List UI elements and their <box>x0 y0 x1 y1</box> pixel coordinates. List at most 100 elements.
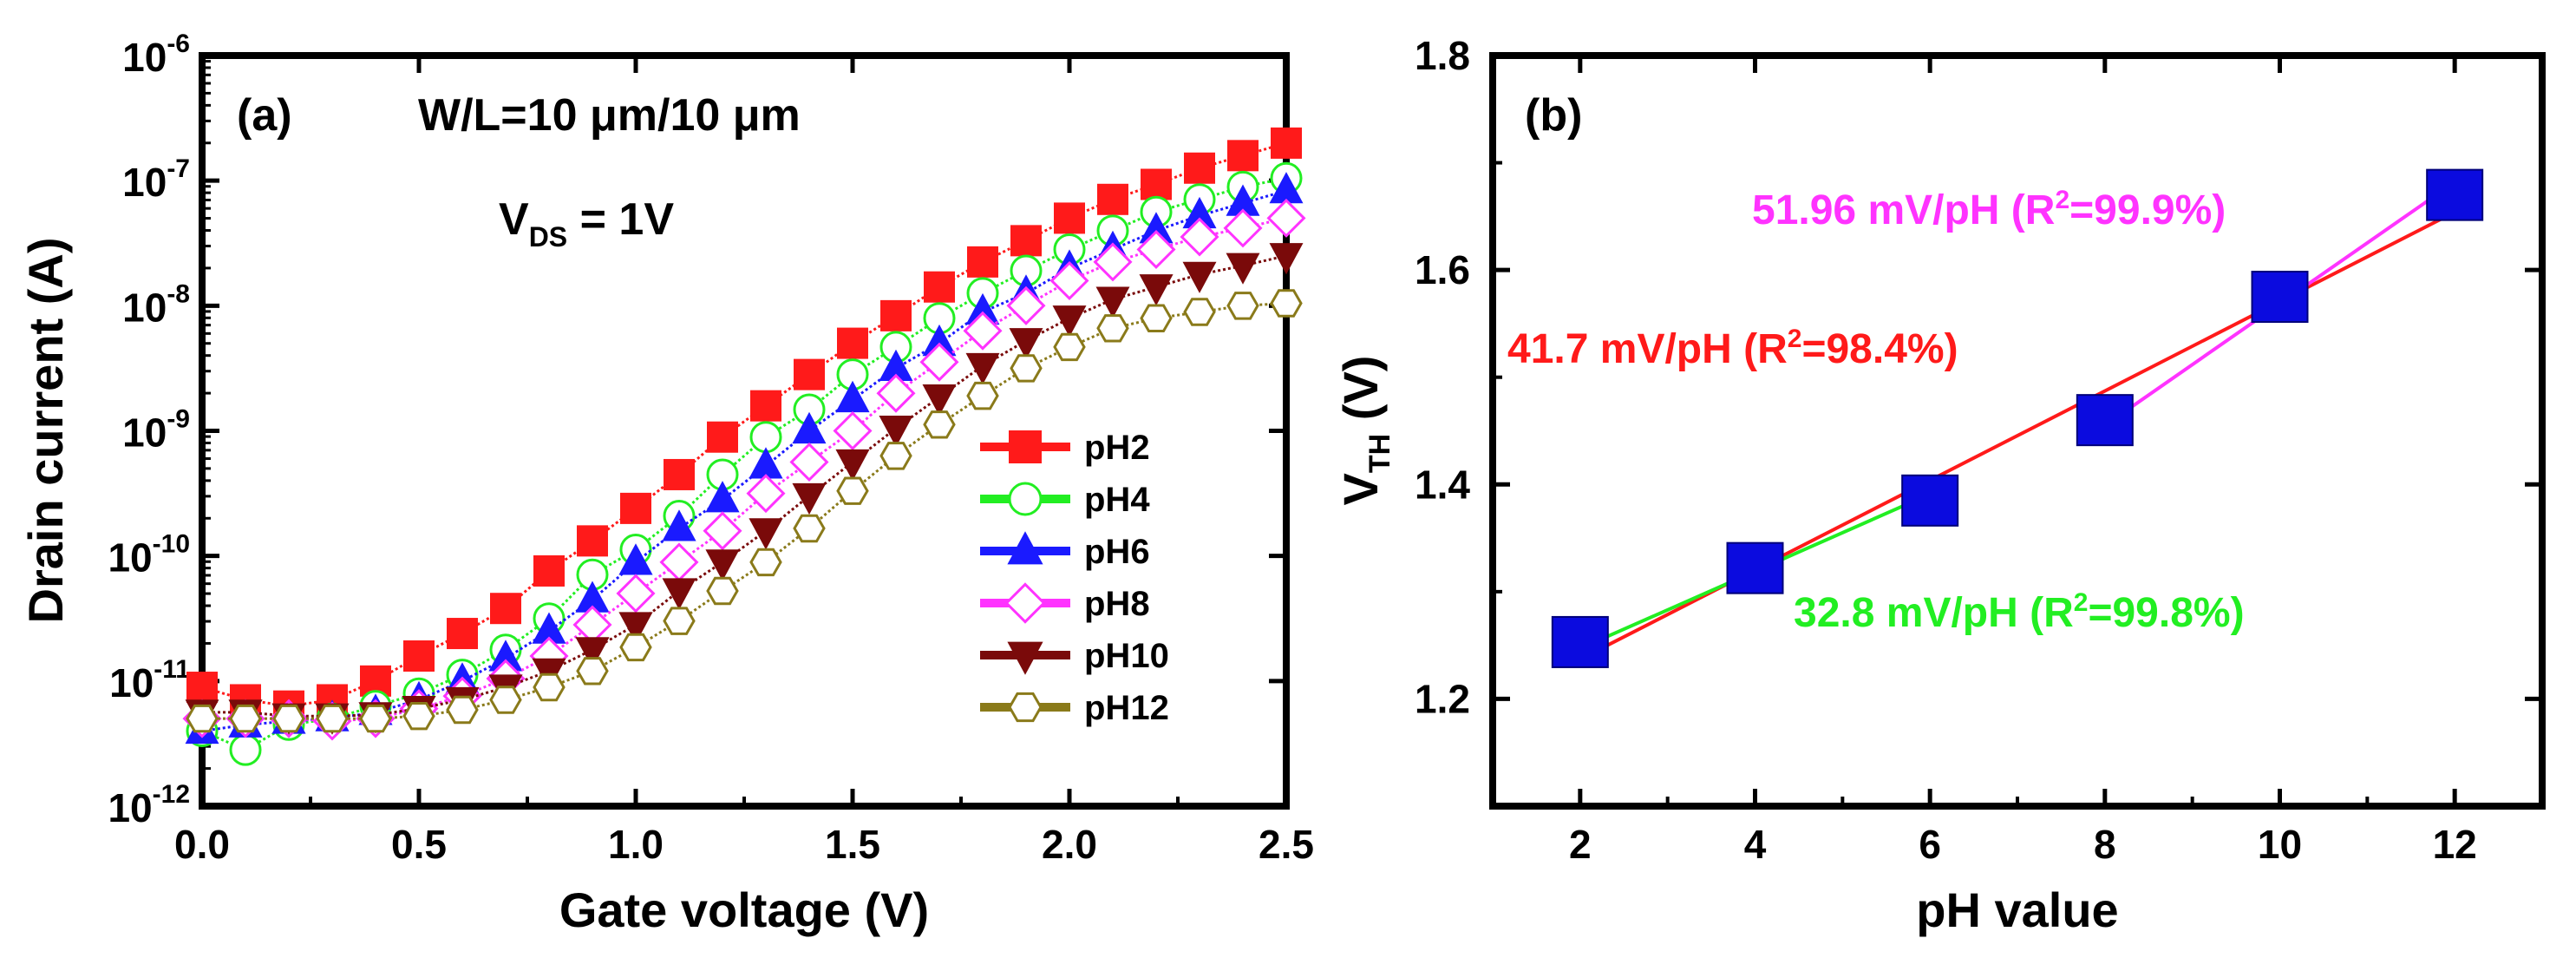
data-point-ph8 <box>919 342 959 382</box>
data-point-ph12 <box>1270 289 1303 318</box>
legend-marker <box>1007 641 1043 675</box>
data-point-ph10 <box>1009 328 1043 360</box>
chart-a-y-tick-label: 10-6 <box>122 30 190 80</box>
legend-item-ph4: pH4 <box>980 481 1150 519</box>
data-point-ph2 <box>707 421 738 453</box>
data-point-ph2 <box>1141 168 1172 200</box>
chart-b-xlabel: pH value <box>1916 882 2118 937</box>
tick-exp: -10 <box>153 530 190 559</box>
data-point-ph2 <box>447 618 478 650</box>
data-point-ph10 <box>1182 261 1217 293</box>
chart-a-legend: pH2 pH4 pH6 pH8 pH10 pH12 <box>980 429 1169 727</box>
data-point-ph8 <box>1180 217 1219 257</box>
data-point-ph8 <box>876 373 916 413</box>
chart-b-x-tick-label: 12 <box>2433 822 2477 867</box>
vth-main: V <box>1333 473 1388 505</box>
data-point-ph10 <box>1139 274 1174 306</box>
chart-b-y-ticks: 1.2 1.4 1.6 1.8 <box>1415 33 2542 808</box>
legend-item-ph10: pH10 <box>980 637 1169 675</box>
data-point-ph8 <box>1136 229 1176 270</box>
chart-a-annotation-wl: W/L=10 μm/10 μm <box>418 90 801 141</box>
ann-low-suffix: =99.8%) <box>2088 590 2244 636</box>
data-point-ph10 <box>1052 305 1087 338</box>
chart-a-x-tick-label: 2.0 <box>1042 822 1097 867</box>
vth-data-point <box>1726 541 1784 594</box>
chart-a-series <box>182 127 1306 766</box>
legend-item-ph2: pH2 <box>980 429 1150 467</box>
data-point-ph2 <box>1227 140 1259 172</box>
ann-low-prefix: 32.8 mV/pH (R <box>1794 590 2074 636</box>
vth-sub: TH <box>1363 434 1396 473</box>
data-point-ph2 <box>1184 152 1215 184</box>
chart-b-ylabel: VTH (V) <box>1333 356 1396 506</box>
data-point-ph12 <box>446 695 479 725</box>
data-point-ph2 <box>1097 183 1128 215</box>
chart-a-y-tick-label: 10-7 <box>122 154 190 205</box>
data-point-ph10 <box>792 482 827 515</box>
ann-low-sup: 2 <box>2074 588 2089 617</box>
data-point-ph2 <box>403 640 435 672</box>
vth-data-point <box>2426 168 2484 221</box>
data-point-ph10 <box>965 352 1000 385</box>
vds-sub: DS <box>529 221 567 253</box>
legend-item-ph8: pH8 <box>980 582 1150 624</box>
chart-a-annotation-vds: VDS = 1V <box>499 194 674 253</box>
data-point-ph12 <box>749 548 782 577</box>
data-point-ph10 <box>575 637 610 669</box>
legend-label: pH6 <box>1084 533 1150 571</box>
data-point-ph10 <box>705 549 740 581</box>
data-point-ph12 <box>316 704 349 733</box>
chart-b-y-tick-label: 1.4 <box>1415 462 1470 507</box>
data-point-ph10 <box>922 384 957 417</box>
ann-overall-suffix: =98.4%) <box>1801 326 1958 372</box>
data-point-ph8 <box>1006 285 1046 325</box>
chart-b-x-tick-label: 6 <box>1919 822 1941 867</box>
chart-b-fit-lines <box>1579 180 2456 661</box>
data-point-ph12 <box>1183 298 1216 326</box>
data-point-ph8 <box>746 474 786 514</box>
tick-exp: -6 <box>167 30 190 58</box>
chart-a-ylabel: Drain current (A) <box>18 238 73 624</box>
chart-a-x-tick-label: 0.0 <box>174 822 230 867</box>
data-point-ph10 <box>749 518 783 550</box>
data-point-ph8 <box>833 410 873 451</box>
data-point-ph12 <box>533 672 566 702</box>
data-point-ph2 <box>750 390 781 422</box>
data-point-ph2 <box>837 327 868 359</box>
chart-a-y-tick-label: 10-8 <box>122 279 190 330</box>
legend-label: pH12 <box>1084 689 1169 727</box>
legend-marker <box>1009 430 1042 463</box>
chart-b-panel-label: (b) <box>1525 90 1582 141</box>
chart-b-x-ticks: 2 4 6 8 10 12 <box>1569 56 2477 867</box>
chart-a-x-tick-label: 2.5 <box>1259 822 1314 867</box>
data-point-ph2 <box>1271 127 1302 159</box>
ann-high-sup: 2 <box>2055 186 2069 214</box>
chart-a-y-tick-label: 10-11 <box>109 655 190 705</box>
data-point-ph12 <box>229 704 262 733</box>
tick-exp: -7 <box>167 154 190 183</box>
tick-base: 10 <box>122 160 167 205</box>
tick-exp: -9 <box>167 405 190 434</box>
data-point-ph10 <box>1269 243 1304 275</box>
chart-a-x-tick-label: 1.0 <box>608 822 664 867</box>
chart-b-y-tick-label: 1.6 <box>1415 247 1470 292</box>
data-point-ph8 <box>789 442 829 482</box>
data-point-ph2 <box>577 525 608 557</box>
data-point-ph12 <box>1010 354 1043 383</box>
vth-data-point <box>1551 615 1609 668</box>
chart-b-x-tick-label: 4 <box>1744 822 1767 867</box>
data-point-ph6 <box>705 481 740 513</box>
data-point-ph6 <box>835 380 870 413</box>
data-point-ph12 <box>879 442 912 470</box>
data-point-ph10 <box>879 416 913 448</box>
data-point-ph6 <box>749 447 783 479</box>
ann-high-suffix: =99.9%) <box>2069 187 2226 233</box>
ann-high-prefix: 51.96 mV/pH (R <box>1752 187 2055 233</box>
data-point-ph8 <box>1093 242 1133 282</box>
tick-exp: -8 <box>167 279 190 308</box>
legend-marker <box>1007 531 1043 565</box>
chart-b-annotation-high: 51.96 mV/pH (R2=99.9%) <box>1752 186 2226 233</box>
series-ph12 <box>186 289 1303 733</box>
data-point-ph12 <box>923 410 956 439</box>
legend-marker <box>1008 692 1043 723</box>
